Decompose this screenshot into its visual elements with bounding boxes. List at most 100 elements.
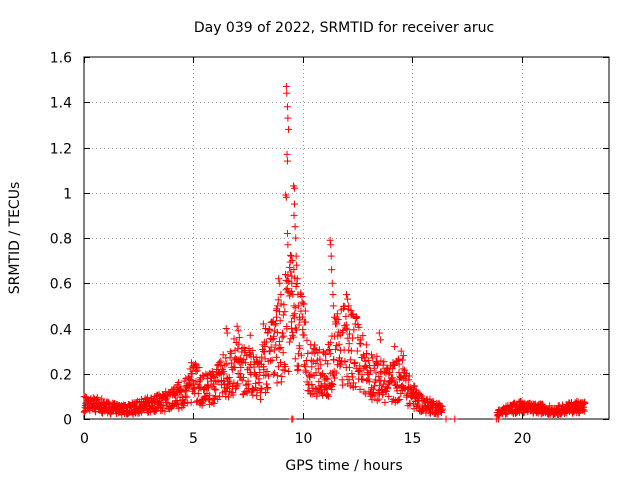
data-point bbox=[323, 385, 331, 393]
data-point bbox=[248, 347, 256, 355]
data-point bbox=[342, 321, 350, 329]
data-point bbox=[580, 399, 588, 407]
data-point bbox=[348, 310, 356, 318]
data-point bbox=[262, 389, 270, 397]
data-point bbox=[237, 363, 245, 371]
data-point bbox=[225, 374, 233, 382]
data-point bbox=[173, 397, 181, 405]
data-point bbox=[345, 376, 353, 384]
data-point bbox=[273, 379, 281, 387]
data-point bbox=[327, 339, 335, 347]
data-point bbox=[186, 375, 194, 383]
y-tick-label: 1.6 bbox=[50, 51, 72, 67]
data-point bbox=[294, 302, 302, 310]
data-point bbox=[227, 349, 235, 357]
data-point bbox=[328, 266, 336, 274]
data-point bbox=[397, 347, 405, 355]
data-point bbox=[365, 370, 373, 378]
data-point bbox=[416, 391, 424, 399]
data-point bbox=[399, 365, 407, 373]
data-point bbox=[293, 275, 301, 283]
data-point bbox=[372, 376, 380, 384]
data-point bbox=[322, 350, 330, 358]
data-point bbox=[361, 362, 369, 370]
data-point bbox=[382, 369, 390, 377]
data-point bbox=[177, 388, 185, 396]
data-point bbox=[230, 335, 238, 343]
x-tick-label: 15 bbox=[404, 431, 422, 447]
data-point bbox=[277, 344, 285, 352]
data-point bbox=[243, 389, 251, 397]
data-point bbox=[307, 356, 315, 364]
y-tick-labels: 0 0.2 0.4 0.6 0.8 1 1.2 1.4 1.6 bbox=[50, 51, 72, 429]
data-point bbox=[199, 372, 207, 380]
data-point bbox=[393, 381, 401, 389]
data-point bbox=[329, 381, 337, 389]
data-point bbox=[312, 369, 320, 377]
data-point bbox=[286, 338, 294, 346]
data-point bbox=[316, 355, 324, 363]
data-point bbox=[297, 351, 305, 359]
data-point bbox=[257, 384, 265, 392]
data-point bbox=[80, 407, 88, 415]
data-point bbox=[246, 331, 254, 339]
data-point bbox=[369, 354, 377, 362]
data-point bbox=[283, 157, 291, 165]
data-point bbox=[226, 348, 234, 356]
data-point bbox=[233, 383, 241, 391]
data-point bbox=[371, 392, 379, 400]
x-tick-label: 10 bbox=[295, 431, 313, 447]
data-point bbox=[292, 252, 300, 260]
data-point bbox=[288, 257, 296, 265]
data-point bbox=[300, 361, 308, 369]
data-point bbox=[511, 399, 519, 407]
data-point bbox=[335, 354, 343, 362]
data-point bbox=[210, 400, 218, 408]
data-point bbox=[315, 378, 323, 386]
data-point bbox=[193, 367, 201, 375]
data-point bbox=[401, 366, 409, 374]
data-point bbox=[205, 384, 213, 392]
data-point bbox=[365, 378, 373, 386]
data-point bbox=[345, 340, 353, 348]
data-point bbox=[385, 370, 393, 378]
data-point bbox=[267, 357, 275, 365]
data-point bbox=[281, 366, 289, 374]
data-point bbox=[381, 377, 389, 385]
data-point bbox=[391, 343, 399, 351]
data-point bbox=[280, 301, 288, 309]
data-point bbox=[328, 379, 336, 387]
data-point bbox=[183, 393, 191, 401]
data-point bbox=[178, 404, 186, 412]
data-point bbox=[380, 358, 388, 366]
data-point bbox=[360, 354, 368, 362]
data-point bbox=[289, 333, 297, 341]
data-point bbox=[255, 379, 263, 387]
data-point bbox=[185, 381, 193, 389]
data-point bbox=[395, 360, 403, 368]
data-point bbox=[216, 393, 224, 401]
data-point bbox=[317, 382, 325, 390]
data-point bbox=[370, 382, 378, 390]
data-point bbox=[303, 336, 311, 344]
data-point bbox=[288, 279, 296, 287]
data-point bbox=[288, 318, 296, 326]
data-point bbox=[290, 211, 298, 219]
data-point bbox=[263, 368, 271, 376]
data-point bbox=[175, 378, 183, 386]
data-point bbox=[302, 368, 310, 376]
data-point bbox=[212, 386, 220, 394]
data-point bbox=[234, 327, 242, 335]
data-point bbox=[272, 320, 280, 328]
data-point bbox=[241, 347, 249, 355]
data-point bbox=[295, 321, 303, 329]
data-point bbox=[283, 322, 291, 330]
data-point bbox=[186, 380, 194, 388]
data-point bbox=[366, 367, 374, 375]
data-point bbox=[282, 193, 290, 201]
data-point bbox=[399, 352, 407, 360]
data-point bbox=[390, 377, 398, 385]
data-point bbox=[297, 289, 305, 297]
data-point bbox=[368, 351, 376, 359]
data-point bbox=[244, 377, 252, 385]
